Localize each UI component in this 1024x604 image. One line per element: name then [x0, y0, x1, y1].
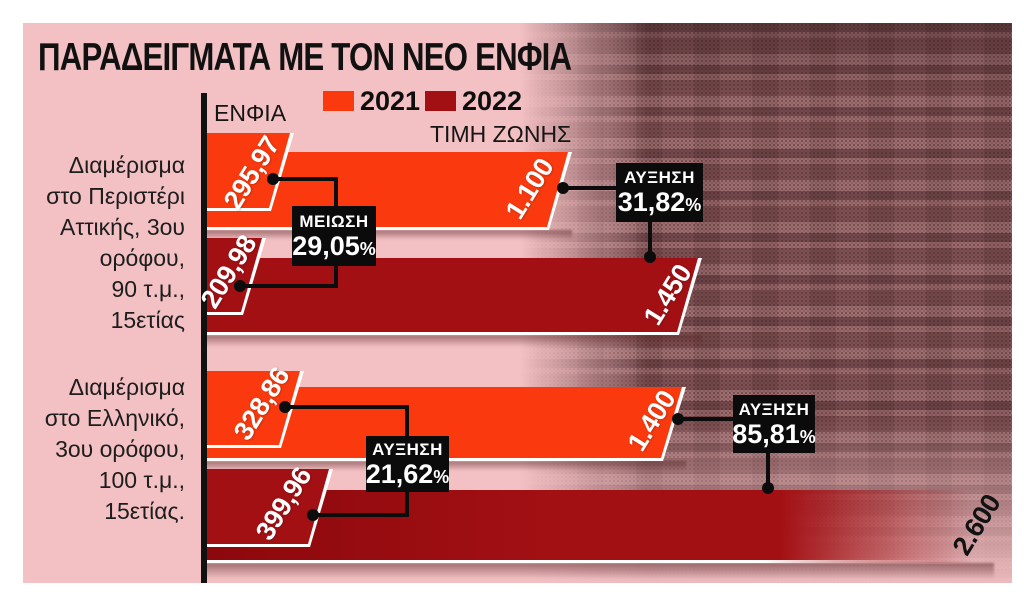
legend-label-2021: 2021 [360, 86, 421, 116]
callout-value-row: 21,62% [365, 458, 450, 489]
connector-line [648, 221, 652, 257]
legend-label-2022: 2022 [462, 86, 523, 116]
connector-dot [307, 509, 319, 521]
connector-line [273, 177, 338, 181]
group-label-line: 100 τ.μ., [98, 467, 185, 493]
connector-dot [762, 482, 774, 494]
connector-line [240, 284, 338, 288]
connector-line [334, 264, 338, 288]
callout-direction: ΜΕΙΩΣΗ [299, 211, 369, 231]
connector-dot [279, 401, 291, 413]
bar-edge [204, 560, 1005, 563]
callout-value: 85,81 [732, 418, 800, 449]
bar-shadow [204, 230, 572, 240]
bar-fill [204, 258, 698, 332]
group-label-line: Διαμέρισμα [68, 152, 185, 178]
group-label-line: 15ετίας. [104, 498, 185, 524]
callout-value-row: 31,82% [618, 188, 702, 217]
callout-percent-sign: % [359, 238, 376, 259]
connector-line [678, 417, 735, 421]
callout-direction: ΑΥΞΗΣΗ [738, 399, 810, 419]
callout-zone-change-peristeri: ΑΥΞΗΣΗ 31,82% [616, 163, 703, 222]
callout-direction: ΑΥΞΗΣΗ [372, 439, 443, 459]
callout-percent-sign: % [433, 466, 450, 487]
bar-enfia-2022-elliniko [204, 469, 333, 547]
legend-swatch-2021 [323, 91, 354, 111]
group-label-line: 90 τ.μ., [111, 276, 185, 302]
connector-dot [557, 182, 569, 194]
bar-shadow [204, 335, 702, 347]
callout-value-row: 29,05% [292, 230, 376, 261]
group-label-line: ορόφου, [99, 245, 185, 271]
zone-price-axis-label: ΤΙΜΗ ΖΩΝΗΣ [430, 121, 572, 147]
callout-percent-sign: % [685, 195, 702, 215]
group-label-line: Αττικής, 3ου [60, 214, 185, 240]
connector-dot [267, 173, 279, 185]
connector-line [285, 405, 409, 409]
group-label-peristeri: Διαμέρισμα στο Περιστέρι Αττικής, 3ου ορ… [17, 150, 185, 336]
callout-value-row: 85,81% [732, 418, 816, 449]
bar-zone-2022-elliniko [204, 490, 1005, 563]
callout-enfia-change-elliniko: ΑΥΞΗΣΗ 21,62% [366, 436, 449, 492]
group-label-line: Διαμέρισμα [68, 374, 185, 400]
callout-direction: ΑΥΞΗΣΗ [624, 168, 695, 187]
bar-fill [204, 469, 329, 544]
connector-line [563, 186, 618, 190]
connector-line [405, 491, 409, 515]
callout-enfia-change-peristeri: ΜΕΙΩΣΗ 29,05% [292, 206, 376, 266]
connector-dot [672, 413, 684, 425]
connector-line [766, 452, 770, 488]
callout-percent-sign: % [799, 426, 816, 447]
group-label-line: στο Περιστέρι [46, 183, 185, 209]
callout-value: 21,62 [365, 458, 434, 489]
connector-dot [644, 251, 656, 263]
connector-line [405, 407, 409, 437]
page-title: ΠΑΡΑΔΕΙΓΜΑΤΑ ΜΕ ΤΟΝ ΝΕΟ ΕΝΦΙΑ [38, 36, 572, 79]
callout-value: 31,82 [617, 187, 686, 217]
callout-zone-change-elliniko: ΑΥΞΗΣΗ 85,81% [732, 395, 816, 453]
connector-line [313, 513, 409, 517]
bar-shadow [204, 563, 994, 579]
connector-line [334, 179, 338, 207]
bar-zone-2022-peristeri [204, 258, 702, 335]
group-label-elliniko: Διαμέρισμα στο Ελληνικό, 3ου ορόφου, 100… [17, 372, 185, 527]
legend-swatch-2022 [425, 91, 456, 111]
callout-value: 29,05 [292, 230, 360, 261]
group-label-line: 15ετίας [110, 307, 185, 333]
group-label-line: στο Ελληνικό, [44, 405, 185, 431]
enfia-axis-label: ΕΝΦΙΑ [214, 100, 287, 126]
vertical-axis [201, 93, 207, 583]
group-label-line: 3ου ορόφου, [55, 436, 185, 462]
connector-dot [234, 280, 246, 292]
